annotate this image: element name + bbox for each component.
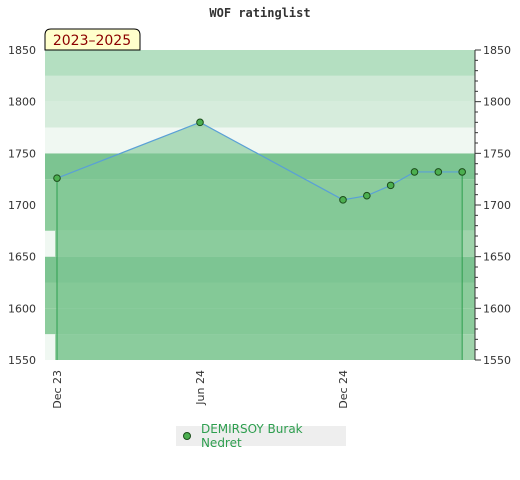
- legend-marker-icon: [183, 432, 191, 440]
- rating-point: [363, 191, 371, 200]
- background-band: [45, 101, 475, 128]
- x-axis: Dec 23 Jun 24 Dec 24: [51, 370, 350, 409]
- background-band: [45, 75, 475, 102]
- rating-point: [386, 181, 395, 190]
- rating-point: [410, 168, 419, 176]
- y-tick-label: 1850: [483, 44, 511, 57]
- y-tick-label: 1750: [8, 147, 36, 160]
- y-tick-label: 1700: [8, 199, 36, 212]
- background-band: [45, 127, 475, 154]
- left-y-axis: 1550 1600 1650 1700 1750 1800 1850: [8, 44, 36, 367]
- background-band: [45, 50, 475, 76]
- rating-line: [56, 121, 463, 201]
- rating-points: [53, 118, 466, 204]
- x-tick-label: Dec 24: [337, 370, 350, 409]
- y-tick-label: 1600: [8, 302, 36, 315]
- x-tick-label: Jun 24: [194, 370, 207, 406]
- rating-point: [339, 196, 347, 204]
- y-tick-label: 1650: [8, 251, 36, 264]
- chart-title: WOF ratinglist: [209, 6, 310, 20]
- y-tick-label: 1750: [483, 147, 511, 160]
- y-tick-label: 1800: [8, 96, 36, 109]
- rating-point: [196, 118, 204, 127]
- x-tick-label: Dec 23: [51, 370, 64, 409]
- y-tick-label: 1550: [483, 354, 511, 367]
- y-tick-label: 1600: [483, 302, 511, 315]
- y-tick-label: 1800: [483, 96, 511, 109]
- rating-point: [434, 168, 443, 176]
- y-tick-label: 1650: [483, 251, 511, 264]
- legend: DEMIRSOY Burak Nedret: [176, 422, 346, 450]
- background-band: [45, 230, 55, 257]
- y-tick-label: 1700: [483, 199, 511, 212]
- period-badge: 2023–2025: [44, 28, 141, 51]
- background-band: [45, 334, 55, 360]
- right-y-axis: 1550 1600 1650 1700 1750 1800 1850: [474, 44, 511, 367]
- rating-point: [53, 174, 61, 182]
- y-tick-label: 1850: [8, 44, 36, 57]
- rating-area: [57, 122, 463, 360]
- y-tick-label: 1550: [8, 354, 36, 367]
- legend-series-name: DEMIRSOY Burak Nedret: [200, 422, 303, 450]
- period-label: 2023–2025: [53, 33, 131, 49]
- rating-point: [458, 168, 466, 176]
